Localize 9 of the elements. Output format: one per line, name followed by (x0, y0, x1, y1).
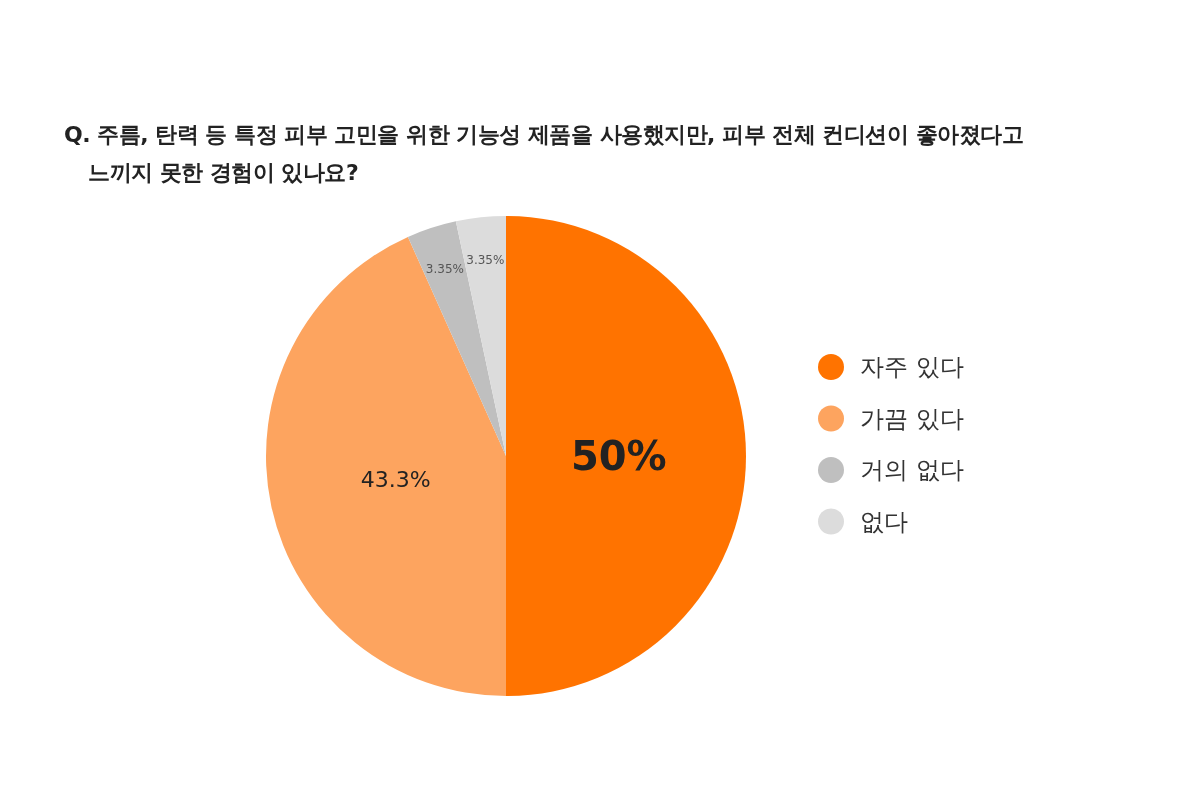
legend-label: 자주 있다 (860, 353, 964, 381)
data-label: 50% (570, 433, 667, 479)
chart-title: Q. 주름, 탄력 등 특정 피부 고민을 위한 기능성 제품을 사용했지만, 피부 전체 컨디션이 좋아졌다고 느끼지 못한 경험이 있나요? (64, 121, 1024, 187)
legend-label: 없다 (860, 507, 908, 536)
data-label: 3.35% (425, 261, 464, 276)
legend-label: 가끔 있다 (860, 404, 964, 433)
data-label: 3.35% (466, 253, 505, 268)
data-label: 43.3% (360, 467, 431, 493)
legend-label: 거의 없다 (860, 456, 964, 484)
